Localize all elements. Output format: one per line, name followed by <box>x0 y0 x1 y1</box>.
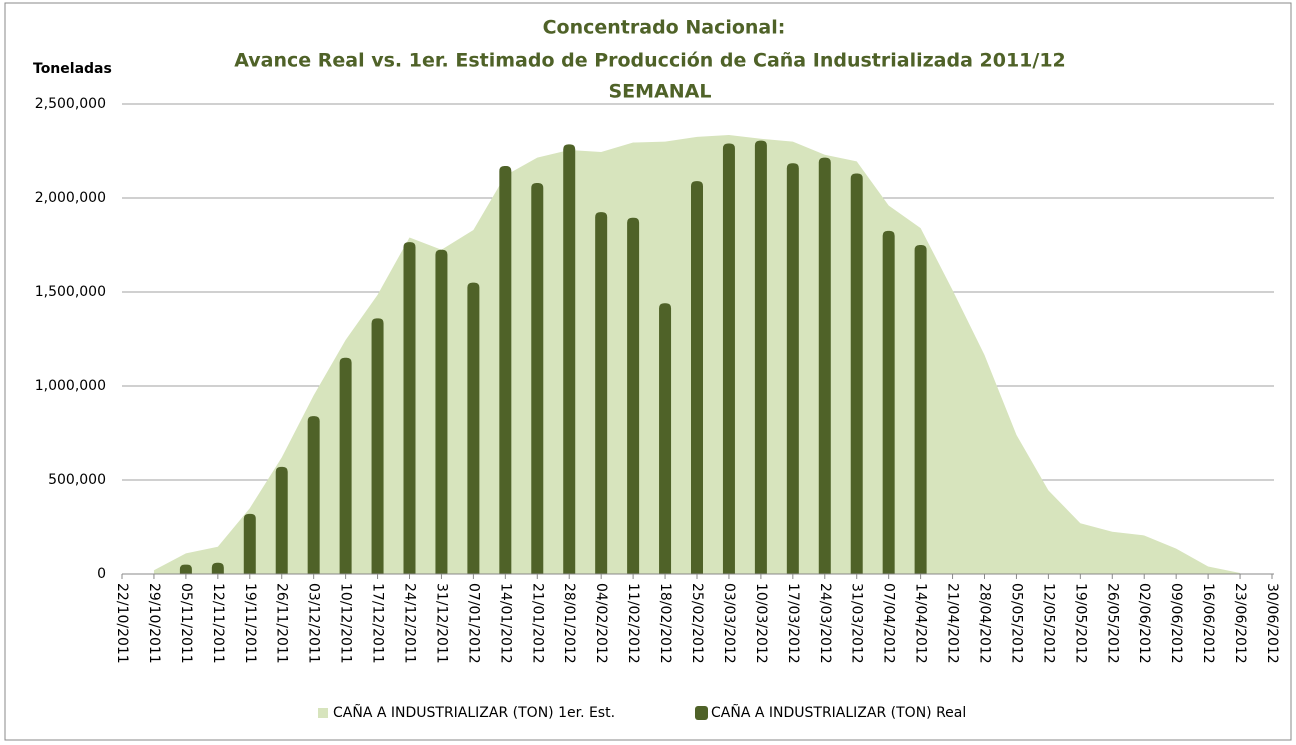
bar <box>467 282 480 574</box>
x-tick-label: 19/11/2011 <box>242 583 258 664</box>
bar <box>307 416 320 574</box>
x-tick-label: 24/12/2011 <box>402 583 418 664</box>
x-tick-label: 30/06/2012 <box>1264 583 1280 664</box>
x-tick-label: 26/05/2012 <box>1104 583 1120 664</box>
bar <box>531 182 544 574</box>
x-tick-label: 26/11/2011 <box>274 583 290 664</box>
x-tick-label: 10/03/2012 <box>753 583 769 664</box>
bar <box>691 181 703 574</box>
x-tick-label: 29/10/2011 <box>146 583 162 664</box>
bar <box>435 249 448 574</box>
bar <box>786 163 799 574</box>
x-tick-label: 12/11/2011 <box>210 583 226 664</box>
x-tick-label: 09/06/2012 <box>1168 583 1184 664</box>
bar <box>499 166 512 575</box>
y-tick-label: 2,000,000 <box>35 190 106 206</box>
bar <box>818 157 831 574</box>
bar <box>563 144 576 575</box>
bar <box>722 143 735 575</box>
y-tick-label: 1,000,000 <box>35 378 106 394</box>
y-tick-label: 1,500,000 <box>35 284 106 300</box>
x-tick-label: 04/02/2012 <box>593 583 609 664</box>
legend-swatch <box>318 708 328 718</box>
x-tick-label: 14/01/2012 <box>497 583 513 664</box>
bar <box>659 303 672 574</box>
chart-subtitle: Avance Real vs. 1er. Estimado de Producc… <box>234 50 1066 72</box>
x-tick-label: 14/04/2012 <box>913 583 929 664</box>
x-tick-label: 11/02/2012 <box>625 583 641 664</box>
legend-label: CAÑA A INDUSTRIALIZAR (TON) 1er. Est. <box>333 704 615 721</box>
y-tick-label: 2,500,000 <box>35 96 106 112</box>
x-tick-label: 24/03/2012 <box>817 583 833 664</box>
y-tick-label: 0 <box>97 566 106 582</box>
x-tick-label: 22/10/2011 <box>114 583 130 664</box>
legend-label: CAÑA A INDUSTRIALIZAR (TON) Real <box>711 704 966 721</box>
x-tick-label: 31/03/2012 <box>849 583 865 664</box>
x-tick-label: 10/12/2011 <box>338 583 354 664</box>
x-tick-label: 28/04/2012 <box>977 583 993 664</box>
y-axis-label: Toneladas <box>33 61 112 77</box>
x-tick-label: 19/05/2012 <box>1072 583 1088 664</box>
x-tick-label: 17/12/2011 <box>370 583 386 664</box>
bar <box>211 562 224 574</box>
chart-title: Concentrado Nacional: <box>543 17 786 39</box>
bar <box>627 217 640 575</box>
x-tick-label: 05/11/2011 <box>178 583 194 664</box>
x-tick-label: 07/01/2012 <box>465 583 481 664</box>
x-tick-label: 21/01/2012 <box>529 583 545 664</box>
bar <box>850 173 863 574</box>
x-tick-label: 03/12/2011 <box>306 583 322 664</box>
x-tick-label: 02/06/2012 <box>1136 583 1152 664</box>
x-tick-label: 28/01/2012 <box>561 583 577 664</box>
x-tick-label: 23/06/2012 <box>1232 583 1248 664</box>
bar <box>371 318 384 574</box>
x-tick-label: 25/02/2012 <box>689 583 705 664</box>
x-tick-label: 18/02/2012 <box>657 583 673 664</box>
x-tick-label: 31/12/2011 <box>433 583 449 664</box>
bar <box>754 140 767 574</box>
x-tick-label: 16/06/2012 <box>1200 583 1216 664</box>
bar <box>243 513 256 574</box>
bar <box>403 242 416 574</box>
legend-swatch <box>695 706 708 720</box>
y-tick-label: 500,000 <box>48 472 106 488</box>
x-tick-label: 12/05/2012 <box>1040 583 1056 664</box>
x-tick-label: 07/04/2012 <box>881 583 897 664</box>
bar <box>914 245 927 574</box>
x-tick-label: 05/05/2012 <box>1008 583 1024 664</box>
x-tick-label: 03/03/2012 <box>721 583 737 664</box>
bar <box>595 212 608 574</box>
bar <box>339 357 352 574</box>
chart-subtitle: SEMANAL <box>609 81 712 103</box>
bar <box>275 466 288 574</box>
x-tick-label: 21/04/2012 <box>945 583 961 664</box>
bar <box>179 564 192 574</box>
x-tick-label: 17/03/2012 <box>785 583 801 664</box>
bar <box>882 230 895 574</box>
